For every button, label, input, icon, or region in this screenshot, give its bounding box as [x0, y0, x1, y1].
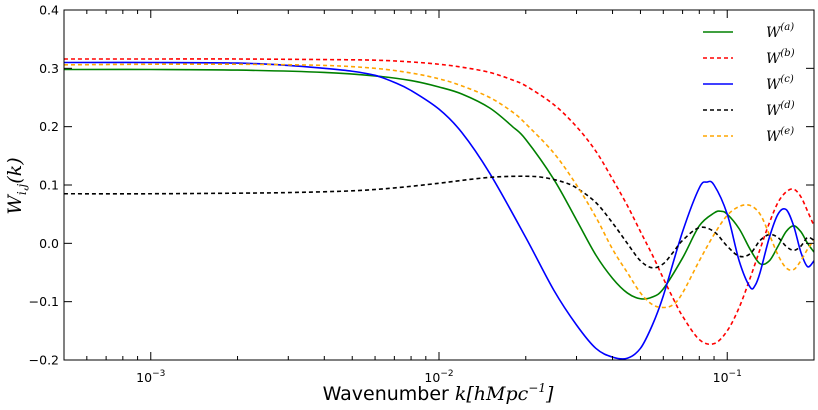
legend-label-name: W: [766, 103, 782, 119]
x-tick-exp: −2: [440, 369, 453, 379]
y-tick-label: −0.1: [29, 294, 59, 309]
x-tick-label: 10−1: [713, 369, 742, 385]
legend-label: W(e): [766, 126, 794, 145]
y-tick-label: 0.0: [39, 236, 59, 251]
series-line-e: [64, 63, 814, 309]
x-tick-label: 10−2: [424, 369, 453, 385]
x-tick-base: 10: [424, 370, 440, 385]
x-tick-exp: −1: [729, 369, 742, 379]
x-tick-base: 10: [713, 370, 729, 385]
x-axis-label: Wavenumber k[hMpc−1]: [323, 381, 554, 405]
series-line-c: [64, 61, 814, 360]
x-tick-label: 10−3: [136, 369, 165, 385]
legend-label: W(b): [766, 48, 795, 67]
legend-label-sup: (e): [780, 126, 794, 137]
legend-label-name: W: [766, 25, 782, 41]
legend-label: W(c): [766, 74, 794, 93]
legend-label: W(d): [766, 100, 795, 119]
legend-label-name: W: [766, 77, 782, 93]
x-tick-base: 10: [136, 370, 152, 385]
y-tick-label: 0.1: [39, 178, 59, 193]
legend-label-name: W: [766, 129, 782, 145]
legend-label: W(a): [766, 22, 794, 41]
y-tick-label: 0.2: [39, 119, 59, 134]
legend: W(a)W(b)W(c)W(d)W(e): [703, 22, 795, 145]
x-tick-exp: −3: [152, 369, 165, 379]
y-tick-label: 0.3: [39, 61, 59, 76]
y-tick-label: 0.4: [39, 3, 59, 18]
y-tick-label: −0.2: [29, 353, 59, 368]
series-line-a: [64, 68, 814, 300]
series-line-d: [64, 175, 814, 269]
series-layer: [64, 58, 814, 360]
legend-label-name: W: [766, 51, 782, 67]
y-axis-label: Wi,j(k): [4, 157, 29, 214]
series-line-b: [64, 58, 814, 346]
ticks-layer: −0.2−0.10.00.10.20.30.410−3 10−2 10−1: [29, 3, 815, 385]
legend-label-sup: (a): [780, 22, 794, 33]
legend-label-sup: (c): [780, 74, 794, 85]
legend-label-sup: (b): [780, 48, 794, 59]
legend-label-sup: (d): [780, 100, 794, 111]
